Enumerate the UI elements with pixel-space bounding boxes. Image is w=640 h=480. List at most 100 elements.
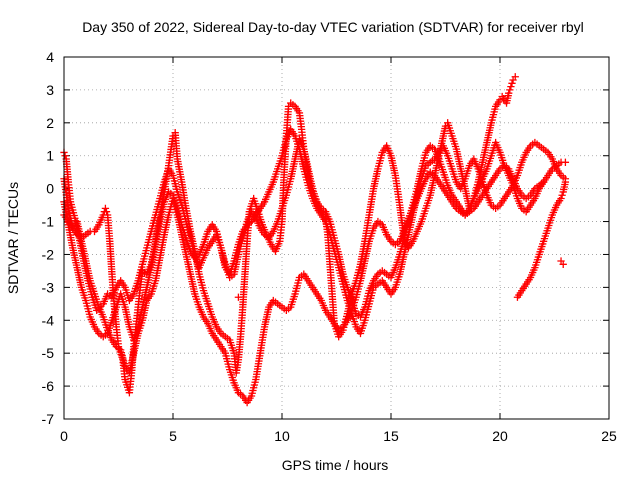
y-axis-label: SDTVAR / TECUs — [5, 182, 21, 294]
data-point — [487, 119, 495, 127]
data-point — [294, 279, 302, 287]
data-point — [198, 281, 206, 289]
data-point — [561, 178, 570, 186]
data-point — [491, 105, 499, 113]
data-point — [214, 233, 222, 241]
data-point — [172, 182, 180, 191]
y-tick-label: 4 — [46, 49, 54, 65]
data-point — [326, 217, 334, 226]
data-point — [285, 180, 293, 188]
data-point — [239, 231, 248, 239]
data-point — [364, 289, 373, 298]
data-point — [242, 223, 250, 231]
data-point — [82, 299, 91, 307]
data-point — [234, 293, 243, 301]
data-point — [139, 257, 147, 266]
data-point — [397, 245, 405, 253]
data-point — [196, 276, 205, 284]
data-point — [145, 235, 153, 244]
data-point — [398, 242, 406, 250]
data-point — [332, 239, 340, 248]
data-point — [396, 250, 404, 259]
data-point — [138, 263, 146, 271]
data-point — [561, 158, 570, 166]
data-point — [68, 203, 76, 211]
data-point — [236, 242, 245, 250]
y-tick-label: -1 — [42, 214, 55, 230]
data-point — [212, 227, 221, 236]
data-point — [117, 348, 126, 357]
data-point — [355, 282, 363, 290]
data-point — [396, 248, 405, 256]
x-tick-label: 25 — [601, 428, 617, 444]
y-tick-label: 2 — [46, 115, 54, 131]
data-point — [352, 293, 360, 301]
data-point — [418, 162, 426, 170]
data-point — [374, 162, 383, 170]
data-point — [147, 227, 155, 236]
data-point — [558, 191, 566, 199]
data-point — [172, 205, 180, 214]
data-point — [488, 116, 496, 124]
data-point — [148, 225, 156, 233]
data-point — [143, 241, 152, 249]
data-point — [375, 159, 384, 168]
data-point — [353, 288, 362, 296]
data-point — [235, 248, 243, 256]
data-point — [417, 165, 426, 173]
data-point — [69, 206, 77, 214]
data-point — [508, 79, 516, 87]
data-points — [60, 73, 570, 407]
data-point — [489, 113, 497, 121]
x-axis-label: GPS time / hours — [282, 457, 389, 473]
data-point — [146, 233, 154, 241]
data-point — [295, 276, 303, 284]
data-point — [251, 378, 259, 386]
data-point — [237, 239, 245, 248]
y-tick-label: -7 — [42, 411, 55, 427]
data-point — [284, 186, 292, 194]
y-tick-label: 0 — [46, 181, 54, 197]
data-point — [170, 200, 179, 208]
data-point — [171, 180, 179, 188]
data-point — [329, 231, 338, 239]
data-point — [144, 238, 152, 247]
data-point — [361, 300, 370, 309]
data-point — [195, 270, 203, 278]
data-point — [332, 242, 341, 250]
data-point — [250, 381, 259, 389]
data-point — [84, 305, 92, 313]
data-point — [331, 237, 339, 245]
data-point — [220, 257, 229, 266]
y-tick-label: -5 — [42, 345, 55, 361]
data-point — [197, 278, 205, 287]
data-point — [221, 349, 229, 357]
data-point — [83, 302, 91, 310]
chart-title: Day 350 of 2022, Sidereal Day-to-day VTE… — [82, 19, 584, 35]
data-point — [199, 284, 207, 292]
data-point — [353, 290, 361, 299]
data-point — [141, 249, 150, 258]
data-point — [330, 234, 338, 242]
data-point — [283, 188, 291, 197]
y-tick-label: 1 — [46, 148, 54, 164]
data-point — [196, 273, 204, 281]
data-point — [85, 310, 94, 318]
data-point — [170, 177, 179, 185]
data-point — [85, 307, 93, 316]
x-tick-label: 0 — [60, 428, 68, 444]
data-point — [248, 389, 256, 397]
data-point — [247, 392, 256, 400]
data-point — [511, 73, 519, 81]
data-point — [286, 177, 294, 186]
data-point — [356, 279, 364, 288]
data-point — [559, 260, 567, 268]
data-point — [119, 354, 127, 362]
data-point — [334, 248, 342, 256]
data-point — [236, 245, 244, 253]
data-point — [292, 287, 300, 295]
data-point — [241, 226, 249, 234]
data-point — [328, 226, 336, 234]
data-point — [506, 86, 514, 94]
